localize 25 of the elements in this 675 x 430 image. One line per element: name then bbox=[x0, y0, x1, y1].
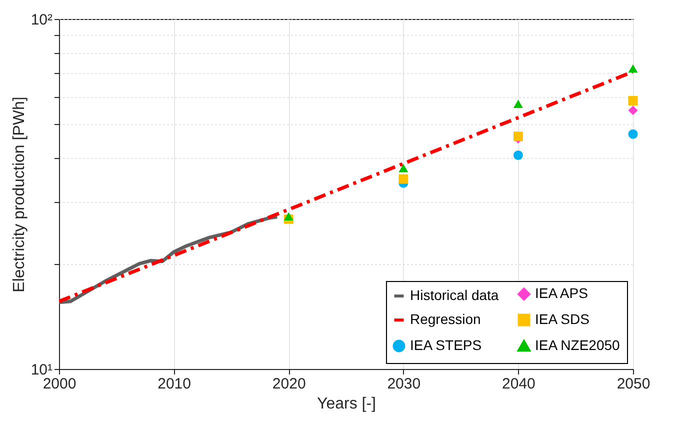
point bbox=[628, 64, 638, 73]
x-tick-label: 2030 bbox=[387, 376, 421, 392]
x-tick-label: 2010 bbox=[158, 376, 191, 392]
x-axis-title: Years [-] bbox=[317, 396, 376, 412]
x-tick-label: 2040 bbox=[502, 376, 536, 392]
point bbox=[628, 129, 638, 139]
point bbox=[513, 100, 523, 108]
x-tick-label: 2020 bbox=[272, 376, 306, 392]
point bbox=[628, 96, 638, 106]
legend-label: Historical data bbox=[410, 287, 499, 303]
point bbox=[398, 174, 408, 184]
x-tick-label: 2050 bbox=[616, 376, 650, 392]
x-tick-label: 2000 bbox=[42, 376, 76, 392]
legend-label: IEA NZE2050 bbox=[535, 337, 620, 353]
legend-label: IEA APS bbox=[535, 285, 588, 302]
y-tick-label: 10² bbox=[30, 12, 52, 28]
point bbox=[628, 106, 638, 116]
legend-label: IEA STEPS bbox=[410, 337, 482, 353]
y-tick-label: 10¹ bbox=[30, 362, 52, 378]
point bbox=[513, 150, 523, 160]
legend-label: Regression bbox=[410, 311, 481, 327]
point bbox=[398, 164, 408, 172]
y-axis-title: Electricity production [PWh] bbox=[10, 96, 28, 292]
legend-label: IEA SDS bbox=[535, 311, 590, 327]
point bbox=[284, 212, 294, 220]
